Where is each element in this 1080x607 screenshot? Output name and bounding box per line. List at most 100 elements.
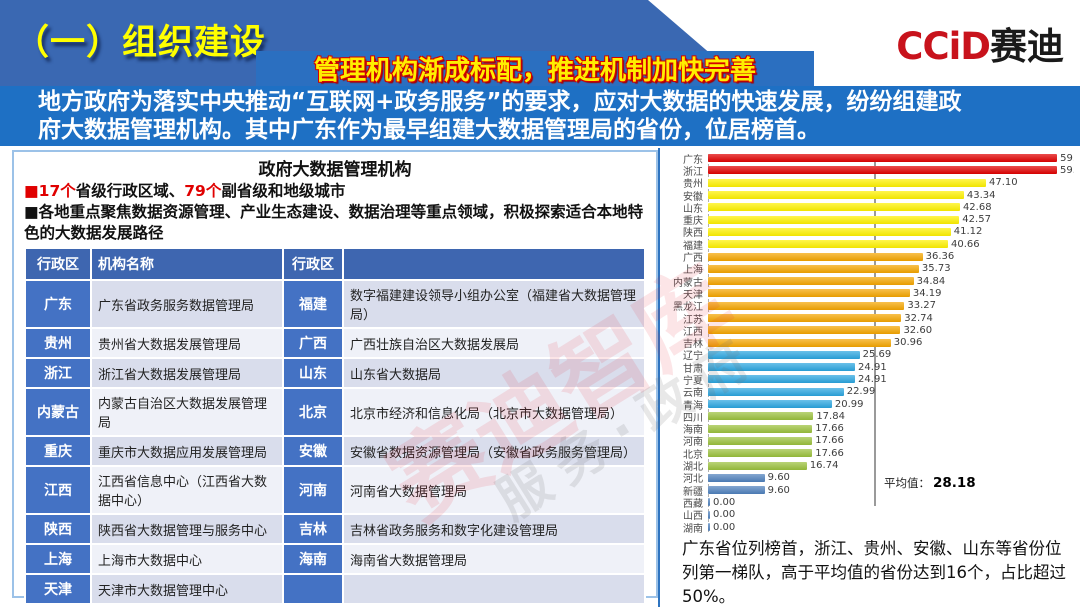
agency-table-header-row: 行政区 机构名称 行政区 [24,247,646,281]
bar-area: 59.14 [708,152,1074,164]
province-label: 安徽 [683,191,703,203]
col-header-org-2 [342,247,646,281]
bar-area: 42.57 [708,213,1074,225]
section-title: （一）组织建设 [14,23,267,63]
value-bar [708,215,960,224]
value-label: 32.60 [903,324,933,336]
value-label: 59.14 [1060,152,1074,164]
value-label: 40.66 [951,238,980,250]
value-bar [708,461,807,470]
chart-row: 云南 22.99 [662,386,1074,400]
value-bar [708,178,987,187]
region-cell: 吉林 [282,513,344,545]
province-label: 福建 [683,240,703,252]
table-row: 天津 天津市大数据管理中心 [24,573,646,605]
value-bar [708,227,951,236]
chart-row: 四川 17.84 [662,410,1074,424]
chart-row: 贵州 47.10 [662,177,1074,190]
value-label: 17.66 [815,435,844,447]
bar-area: 40.66 [708,238,1074,250]
value-bar [708,449,813,458]
value-label: 36.36 [925,251,955,263]
agency-cell: 广东省政务服务数据管理局 [90,279,284,329]
bar-area: 9.60 [708,472,1074,484]
chart-row: 广西 36.36 [662,250,1074,265]
value-label: 0.00 [713,521,736,533]
province-label: 重庆 [683,216,703,228]
province-label: 辽宁 [683,351,703,363]
region-cell: 山东 [282,357,344,389]
value-label: 22.99 [846,386,876,398]
chart-row: 新疆 9.60 [662,484,1074,498]
chart-row: 陕西 41.12 [662,226,1074,240]
agency-cell: 浙江省大数据发展管理局 [90,357,284,389]
bar-area: 17.84 [708,410,1074,422]
chart-row: 山西 0.00 [662,509,1074,522]
chart-row: 湖南 0.00 [662,521,1074,535]
bar-area: 41.12 [708,226,1074,238]
province-label: 浙江 [683,166,703,178]
province-label: 江苏 [683,314,703,326]
region-cell: 安徽 [282,435,344,467]
agency-cell: 北京市经济和信息化局（北京市大数据管理局） [342,387,646,437]
agency-cell: 安徽省数据资源管理局（安徽省政务服务管理局） [342,435,646,467]
agency-panel: 政府大数据管理机构 ■17个省级行政区域、79个副省级和地级城市 ■各地重点聚焦… [12,150,658,605]
value-label: 34.19 [912,287,942,299]
province-label: 湖北 [683,462,703,474]
chart-row: 河北 9.60 [662,472,1074,486]
value-bar [708,277,914,286]
value-label: 17.84 [816,410,845,422]
province-label: 河北 [683,474,703,486]
agency-cell: 吉林省政务服务和数字化建设管理局 [342,513,646,545]
bar-area: 43.34 [708,189,1074,201]
value-label: 0.00 [713,496,736,508]
value-label: 16.74 [809,460,839,472]
value-bar [708,412,814,421]
region-cell: 广西 [282,327,344,359]
agency-cell: 山东省大数据局 [342,357,646,389]
chart-row: 辽宁 25.69 [662,349,1074,363]
agency-cell: 贵州省大数据发展管理局 [90,327,284,359]
value-bar [708,387,844,396]
footer-note: 广东省位列榜首，浙江、贵州、安徽、山东等省份位列第一梯队，高于平均值的省份达到1… [682,539,1066,606]
region-cell: 天津 [24,573,92,605]
value-bar [708,166,1057,175]
province-label: 上海 [683,265,703,277]
bar-area: 9.60 [708,484,1074,496]
table-row: 浙江 浙江省大数据发展管理局 山东 山东省大数据局 [24,357,646,389]
region-cell: 海南 [282,543,344,575]
value-bar [708,498,710,507]
chart-rows: 广东 59.14 浙江 59.12 贵州 47.10 安徽 43.34 山东 42.68 重庆 42.… [662,152,1074,535]
chart-row: 天津 34.19 [662,287,1074,301]
province-label: 山东 [683,203,703,215]
table-row: 陕西 陕西省大数据管理与服务中心 吉林 吉林省政务服务和数字化建设管理局 [24,513,646,545]
region-cell: 贵州 [24,327,92,359]
province-label: 北京 [683,449,703,461]
value-label: 35.73 [921,263,951,275]
province-label: 陕西 [683,228,703,240]
region-cell: 陕西 [24,513,92,545]
province-label: 黑龙江 [673,302,703,314]
col-header-org-1: 机构名称 [90,247,284,281]
province-label: 宁夏 [683,376,703,387]
value-label: 25.69 [862,349,892,361]
province-bar-chart: 广东 59.14 浙江 59.12 贵州 47.10 安徽 43.34 山东 42.68 重庆 42.… [662,152,1074,536]
agency-cell: 重庆市大数据应用发展管理局 [90,435,284,467]
bar-area: 34.84 [708,275,1074,287]
chart-row: 浙江 59.12 [662,164,1074,178]
chart-row: 北京 17.66 [662,447,1074,461]
chart-row: 安徽 43.34 [662,189,1074,203]
table-row: 上海 上海市大数据中心 海南 海南省大数据管理局 [24,543,646,575]
value-bar [708,400,832,409]
bar-area: 20.99 [708,398,1074,410]
agency-table-body: 广东 广东省政务服务数据管理局 福建 数字福建建设领导小组办公室（福建省大数据管理局）… [24,279,646,605]
value-bar [708,240,949,249]
banner-line-1: 地方政府为落实中央推动“互联网+政务服务”的要求，应对大数据的快速发展，纷纷组建… [38,89,962,115]
province-label: 广西 [683,253,703,265]
value-label: 17.66 [815,423,844,435]
province-label: 云南 [683,388,703,400]
bar-area: 22.99 [708,386,1074,398]
bullet-1: ■17个省级行政区域、79个副省级和地级城市 [24,182,346,200]
value-bar [708,264,919,273]
province-label: 天津 [683,289,703,301]
